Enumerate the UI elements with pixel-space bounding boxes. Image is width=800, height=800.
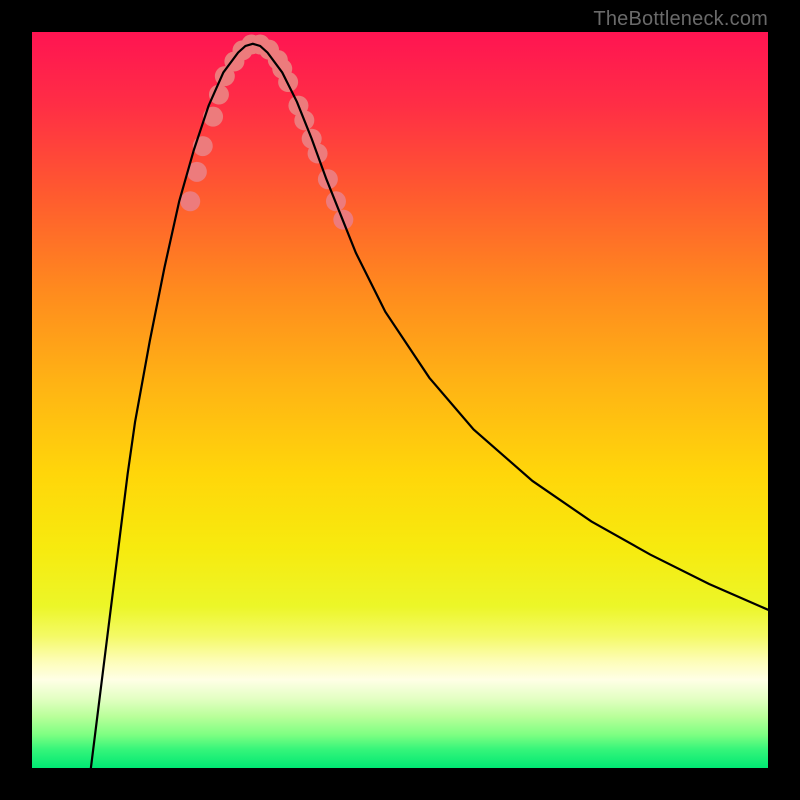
chart-container: TheBottleneck.com bbox=[0, 0, 800, 800]
watermark-text: TheBottleneck.com bbox=[593, 8, 768, 31]
bottleneck-curve bbox=[91, 44, 768, 768]
data-marker bbox=[180, 191, 200, 211]
data-marker bbox=[209, 85, 229, 105]
data-marker bbox=[318, 169, 338, 189]
plot-area bbox=[32, 32, 768, 768]
curve-layer bbox=[32, 32, 768, 768]
data-markers bbox=[180, 35, 353, 230]
